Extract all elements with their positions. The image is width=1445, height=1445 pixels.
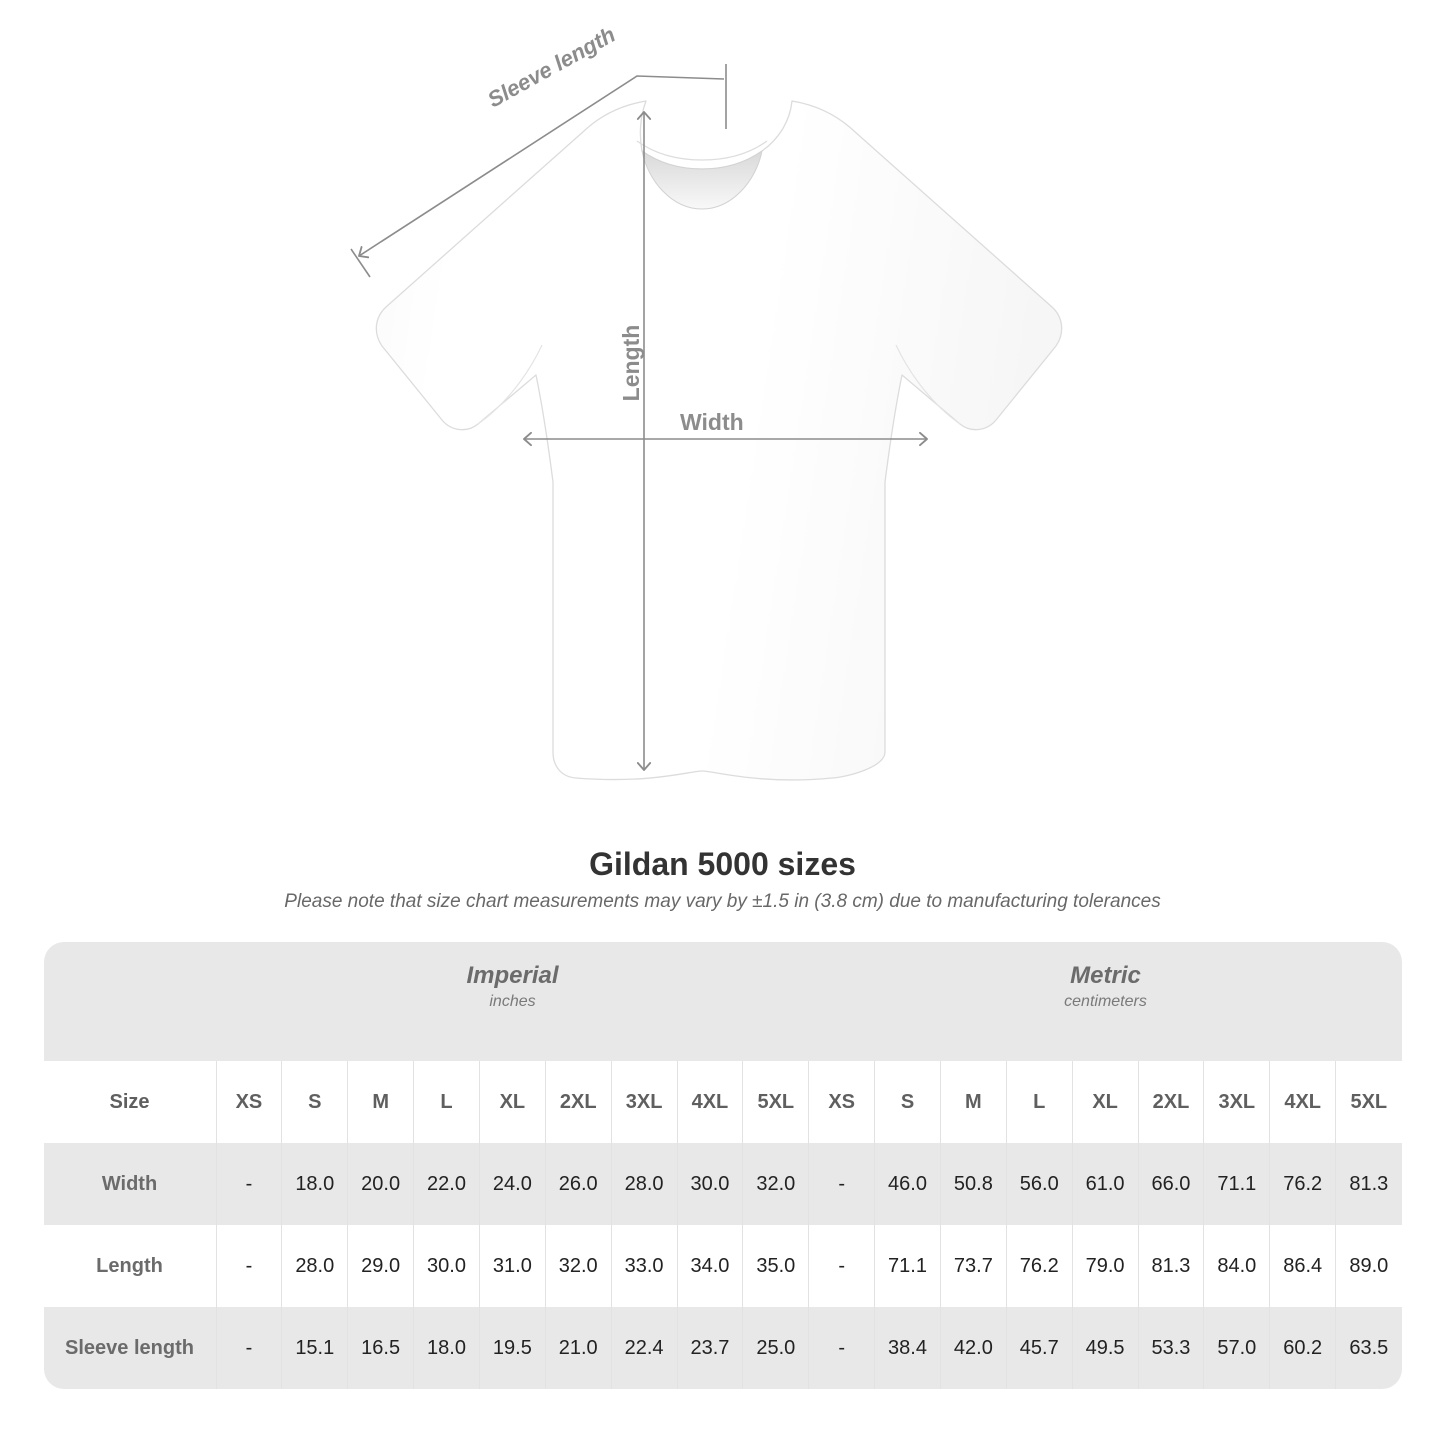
svg-text:Length: Length: [618, 325, 644, 402]
svg-text:Sleeve length: Sleeve length: [483, 22, 619, 113]
svg-text:Width: Width: [680, 409, 744, 435]
